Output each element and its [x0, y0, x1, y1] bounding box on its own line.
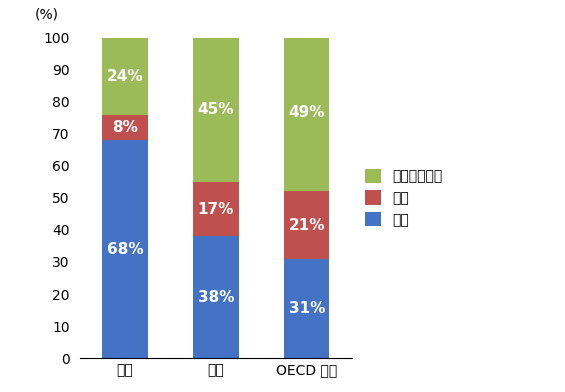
Bar [193, 182, 238, 236]
Text: 8%: 8% [112, 120, 138, 135]
Bar [284, 259, 329, 358]
Text: 24%: 24% [107, 69, 144, 83]
Text: 17%: 17% [198, 201, 234, 217]
Y-axis label: (%): (%) [35, 7, 59, 22]
Text: 38%: 38% [198, 290, 234, 305]
Text: 31%: 31% [289, 301, 325, 316]
Bar [284, 191, 329, 259]
Bar [193, 38, 238, 182]
Legend: 民生・その他, 産業, 発電: 民生・その他, 産業, 発電 [359, 163, 448, 232]
Bar [102, 140, 147, 358]
Text: 21%: 21% [289, 218, 325, 232]
Text: 49%: 49% [289, 105, 325, 120]
Bar [284, 34, 329, 191]
Text: 45%: 45% [198, 102, 234, 117]
Text: 68%: 68% [107, 241, 144, 257]
Bar [102, 38, 147, 114]
Bar [193, 236, 238, 358]
Bar [102, 114, 147, 140]
